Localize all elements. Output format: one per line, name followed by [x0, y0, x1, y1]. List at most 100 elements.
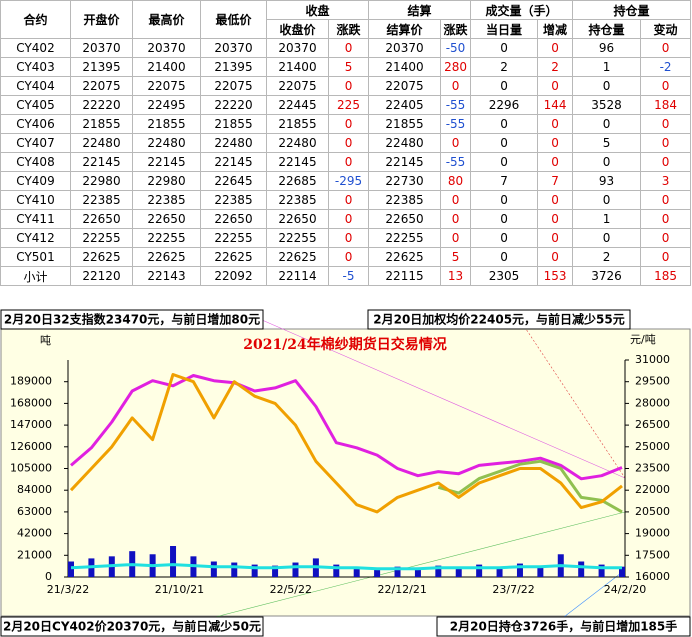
- table-cell: 0: [327, 114, 370, 134]
- table-cell: 22980: [70, 171, 133, 191]
- y2-tick-label: 25000: [635, 440, 670, 453]
- table-cell: 2305: [470, 266, 539, 286]
- header-group: 持仓量: [572, 0, 692, 20]
- annotation: 2月20日32支指数23470元，与前日增加80元: [4, 312, 260, 327]
- table-cell: 22385: [132, 190, 201, 210]
- table-cell: 3726: [572, 266, 642, 286]
- header-cell: 开盘价: [70, 0, 133, 39]
- table-cell: CY405: [0, 95, 71, 115]
- table-cell: 0: [470, 228, 539, 248]
- table-cell: 153: [537, 266, 574, 286]
- table-cell: 22650: [200, 209, 267, 229]
- table-cell: 20370: [200, 38, 267, 58]
- y2-tick-label: 29500: [635, 375, 670, 388]
- volume-bar: [353, 566, 360, 577]
- table-cell: -50: [440, 38, 472, 58]
- table-cell: 0: [537, 114, 574, 134]
- chart-title: 2021/24年棉纱期货日交易情况: [243, 336, 447, 353]
- series-line: [69, 373, 623, 514]
- table-cell: 21400: [266, 57, 329, 77]
- y-tick-label: 42000: [17, 527, 52, 540]
- table-row: CY402 20370 20370 20370 20370 0 20370 -50 0 0 96 0: [0, 38, 692, 58]
- x-tick-label: 24/2/20: [604, 583, 646, 596]
- header-row: 收盘价 涨跌 结算价 涨跌 当日量 增减 持仓量 变动: [1, 19, 692, 39]
- volume-bar: [374, 567, 381, 577]
- table-cell: 21855: [368, 114, 442, 134]
- table-cell: 0: [572, 114, 642, 134]
- table-cell: 0: [537, 228, 574, 248]
- x-tick-label: 22/5/22: [270, 583, 312, 596]
- y2-axis-label: 元/吨: [630, 333, 656, 346]
- volume-bar: [170, 546, 177, 577]
- table-cell: 0: [537, 209, 574, 229]
- annotation: 2月20日持仓3726手，与前日增加185手: [450, 619, 678, 634]
- table-cell: 0: [470, 76, 539, 96]
- table-cell: 0: [640, 228, 692, 248]
- table-cell: 22220: [200, 95, 267, 115]
- y2-tick-label: 16000: [635, 570, 670, 583]
- table-cell: 22255: [70, 228, 133, 248]
- table-cell: 22255: [132, 228, 201, 248]
- table-cell: 22255: [368, 228, 442, 248]
- annotation-box: [367, 309, 631, 330]
- table-cell: 2: [470, 57, 539, 77]
- table-cell: 22625: [200, 247, 267, 267]
- table-cell: 7: [537, 171, 574, 191]
- table-cell: 22385: [266, 190, 329, 210]
- y2-tick-label: 26500: [635, 418, 670, 431]
- table-cell: CY406: [0, 114, 71, 134]
- table-cell: 225: [327, 95, 370, 115]
- table-cell: 3528: [572, 95, 642, 115]
- volume-bar: [496, 566, 503, 577]
- table-cell: 0: [440, 228, 472, 248]
- table-cell: 80: [440, 171, 472, 191]
- table-row: 小计 22120 22143 22092 22114 -5 22115 13 2305 153 37…: [0, 266, 692, 286]
- table-row: CY406 21855 21855 21855 21855 0 21855 -55 0 0 0 0: [0, 114, 692, 134]
- table-cell: 20370: [266, 38, 329, 58]
- table-cell: 22145: [200, 152, 267, 172]
- table-cell: 0: [327, 152, 370, 172]
- table-row: CY405 22220 22495 22220 22445 225 22405 -55 2296…: [0, 95, 692, 115]
- table-cell: CY501: [0, 247, 71, 267]
- series-line: [70, 374, 623, 481]
- table-cell: 13: [440, 266, 472, 286]
- table-cell: 22114: [266, 266, 329, 286]
- table-cell: 21855: [70, 114, 133, 134]
- table-row: CY409 22980 22980 22645 22685 -295 22730 80 7 7 93…: [0, 171, 692, 191]
- table-cell: 0: [470, 247, 539, 267]
- table-cell: 0: [470, 114, 539, 134]
- table-cell: 0: [572, 190, 642, 210]
- y2-tick-label: 28000: [635, 396, 670, 409]
- y-tick-label: 168000: [10, 396, 52, 409]
- volume-bar: [251, 564, 258, 577]
- annotation-box: [0, 309, 264, 330]
- y-tick-label: 189000: [10, 375, 52, 388]
- volume-bar: [210, 561, 217, 577]
- table-cell: 22145: [70, 152, 133, 172]
- table-cell: 22255: [266, 228, 329, 248]
- table-cell: 21400: [368, 57, 442, 77]
- annotation: 2月20日CY402价20370元，与前日减少50元: [3, 619, 261, 634]
- table-cell: -2: [640, 57, 692, 77]
- table-cell: 5: [440, 247, 472, 267]
- annotation: 2月20日加权均价22405元，与前日减少55元: [373, 312, 625, 327]
- table-cell: 0: [640, 190, 692, 210]
- table-cell: 0: [640, 152, 692, 172]
- header-cell: 结算价: [368, 19, 442, 39]
- volume-bar: [272, 565, 279, 577]
- table-cell: 0: [537, 247, 574, 267]
- table-cell: 0: [470, 152, 539, 172]
- table-cell: 0: [572, 228, 642, 248]
- table-cell: 96: [572, 38, 642, 58]
- table-cell: 0: [327, 247, 370, 267]
- table-cell: 0: [440, 190, 472, 210]
- table-cell: 0: [327, 133, 370, 153]
- table-cell: 22495: [132, 95, 201, 115]
- y-tick-label: 84000: [17, 483, 52, 496]
- x-tick-label: 21/3/22: [47, 583, 89, 596]
- table-cell: 0: [640, 38, 692, 58]
- volume-bar: [414, 567, 421, 577]
- table-cell: 185: [640, 266, 692, 286]
- table-cell: 22980: [132, 171, 201, 191]
- table-cell: 0: [327, 228, 370, 248]
